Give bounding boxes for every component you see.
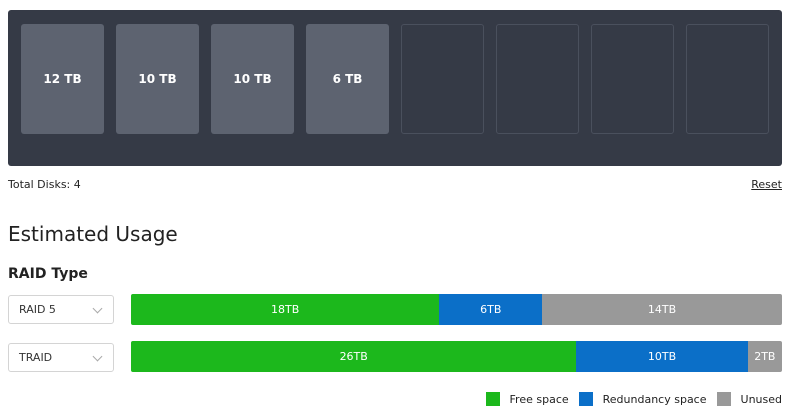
drive-bay-2[interactable]: 10 TB bbox=[116, 24, 199, 134]
legend-swatch-free bbox=[485, 392, 500, 406]
raid-type-select-2[interactable]: TRAID bbox=[8, 343, 114, 372]
legend-swatch-redundancy bbox=[578, 392, 593, 406]
segment-label: 2TB bbox=[754, 350, 776, 363]
raid-type-value: TRAID bbox=[19, 351, 53, 364]
drive-bay-6[interactable] bbox=[496, 24, 579, 134]
chevron-down-icon bbox=[92, 351, 103, 362]
drive-bay-label: 10 TB bbox=[233, 72, 272, 86]
usage-segment-free: 18TB bbox=[131, 294, 440, 325]
chevron-down-icon bbox=[92, 303, 103, 314]
usage-segment-redundancy: 6TB bbox=[439, 294, 543, 325]
drive-bay-5[interactable] bbox=[401, 24, 484, 134]
legend-label: Free space bbox=[509, 392, 569, 406]
raid-type-value: RAID 5 bbox=[19, 303, 56, 316]
usage-segment-free: 26TB bbox=[131, 341, 577, 372]
legend-item-redundancy: Redundancy space bbox=[578, 392, 707, 406]
segment-label: 6TB bbox=[480, 303, 502, 316]
total-disks-text: Total Disks: 4 bbox=[8, 178, 81, 191]
drive-bay-3[interactable]: 10 TB bbox=[211, 24, 294, 134]
usage-bar-raid5: 18TB 6TB 14TB bbox=[131, 294, 782, 325]
legend-label: Redundancy space bbox=[602, 392, 707, 406]
drive-bay-label: 10 TB bbox=[138, 72, 177, 86]
drive-bay-panel: 12 TB 10 TB 10 TB 6 TB bbox=[8, 10, 782, 166]
reset-link[interactable]: Reset bbox=[751, 178, 782, 191]
raid-type-select-1[interactable]: RAID 5 bbox=[8, 295, 114, 324]
drive-bay-8[interactable] bbox=[686, 24, 769, 134]
legend-item-free: Free space bbox=[485, 392, 569, 406]
raid-type-label: RAID Type bbox=[8, 266, 88, 282]
usage-segment-unused: 14TB bbox=[542, 294, 782, 325]
usage-legend: Free space Redundancy space Unused bbox=[485, 392, 782, 406]
drive-bay-1[interactable]: 12 TB bbox=[21, 24, 104, 134]
legend-item-unused: Unused bbox=[716, 392, 782, 406]
drive-bay-4[interactable]: 6 TB bbox=[306, 24, 389, 134]
usage-segment-unused: 2TB bbox=[747, 341, 782, 372]
drive-bay-7[interactable] bbox=[591, 24, 674, 134]
segment-label: 10TB bbox=[647, 350, 677, 363]
legend-swatch-unused bbox=[716, 392, 731, 406]
drive-bay-label: 6 TB bbox=[332, 72, 363, 86]
segment-label: 26TB bbox=[339, 350, 368, 363]
usage-bar-traid: 26TB 10TB 2TB bbox=[131, 341, 782, 372]
estimated-usage-title: Estimated Usage bbox=[8, 222, 178, 246]
usage-segment-redundancy: 10TB bbox=[576, 341, 748, 372]
segment-label: 18TB bbox=[271, 303, 300, 316]
drive-bay-label: 12 TB bbox=[43, 72, 82, 86]
legend-label: Unused bbox=[740, 392, 782, 406]
segment-label: 14TB bbox=[647, 303, 677, 316]
